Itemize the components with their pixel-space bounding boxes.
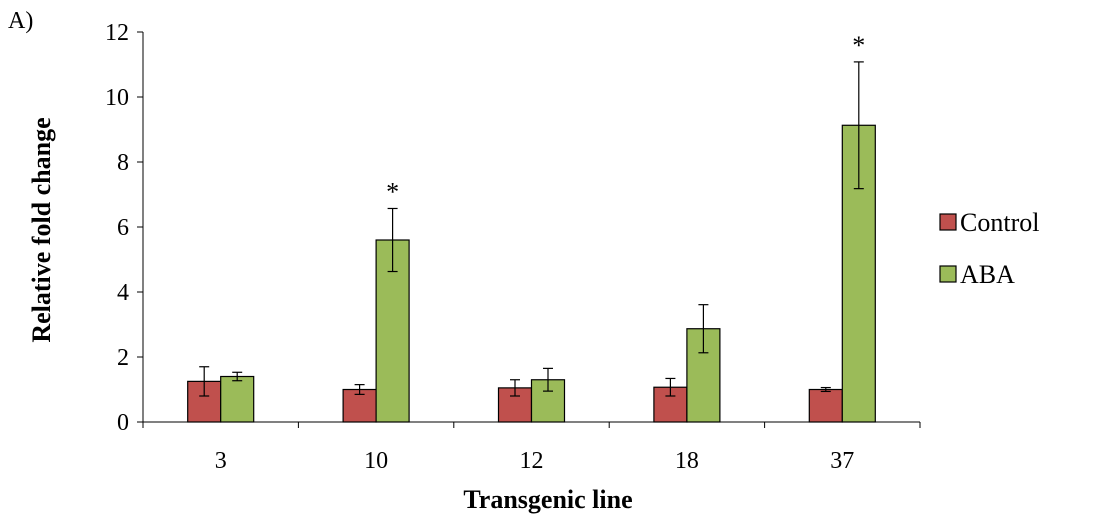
x-tick-label: 37 xyxy=(830,448,854,474)
y-tick-label: 12 xyxy=(105,20,129,46)
bar-aba-3 xyxy=(220,375,255,423)
y-tick-label: 6 xyxy=(117,215,129,241)
significance-asterisk: * xyxy=(386,177,399,206)
bars xyxy=(187,124,876,423)
y-tick-label: 4 xyxy=(117,280,129,306)
y-axis-label: Relative fold change xyxy=(27,117,56,342)
legend-swatch-control xyxy=(939,213,957,231)
y-tick-label: 8 xyxy=(117,150,129,176)
error-bars xyxy=(199,61,864,397)
legend-swatch-aba xyxy=(939,265,957,283)
x-axis-label: Transgenic line xyxy=(463,485,632,514)
y-axis: 0 2 4 6 8 10 12 xyxy=(105,20,144,436)
panel-label: A) xyxy=(8,8,34,34)
y-tick-label: 0 xyxy=(117,410,129,436)
legend-label-aba: ABA xyxy=(960,260,1015,289)
bar-control-37 xyxy=(808,388,843,423)
y-tick-label: 10 xyxy=(105,85,129,111)
x-axis: 3 10 12 18 37 xyxy=(142,421,921,474)
legend-label-control: Control xyxy=(960,208,1039,237)
x-tick-label: 12 xyxy=(520,448,544,474)
y-tick-label: 2 xyxy=(117,345,129,371)
x-tick-label: 18 xyxy=(675,448,699,474)
significance-asterisk: * xyxy=(852,31,865,60)
significance-annotations: ** xyxy=(386,31,865,207)
legend: Control ABA xyxy=(939,208,1039,289)
x-tick-label: 10 xyxy=(364,448,388,474)
x-tick-label: 3 xyxy=(215,448,227,474)
